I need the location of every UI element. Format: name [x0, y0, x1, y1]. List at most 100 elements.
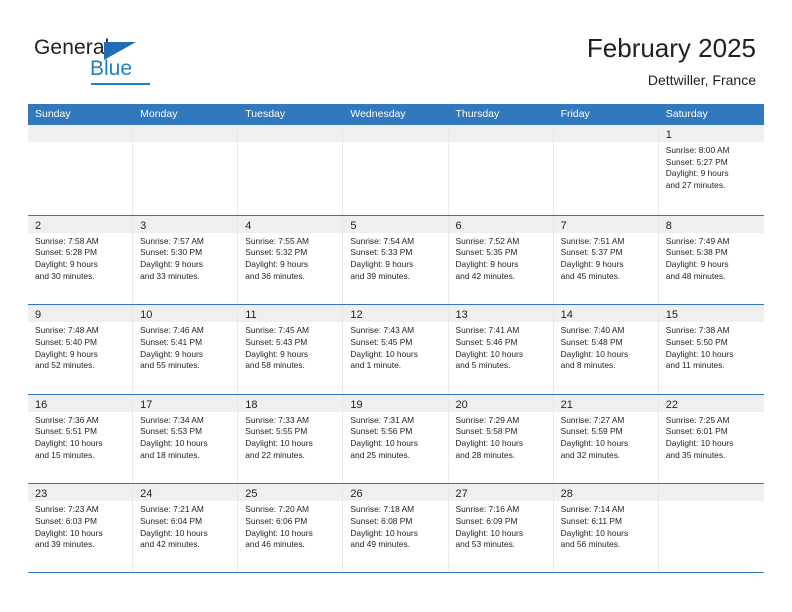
calendar-day-cell[interactable]: 16 Sunrise: 7:36 AM Sunset: 5:51 PM Dayligh…	[28, 394, 134, 484]
day-number-band	[343, 125, 448, 142]
calendar-day-cell[interactable]: 3 Sunrise: 7:57 AM Sunset: 5:30 PM Daylight…	[133, 215, 239, 305]
day-number-band: 7	[553, 215, 658, 233]
day-details: Sunrise: 7:51 AM Sunset: 5:37 PM Daylight:…	[554, 233, 658, 283]
day-detail-line: Sunset: 6:08 PM	[350, 516, 413, 527]
calendar-day-cell[interactable]: 27 Sunrise: 7:16 AM Sunset: 6:09 PM Dayligh…	[448, 484, 554, 572]
day-details: Sunrise: 7:45 AM Sunset: 5:43 PM Daylight:…	[238, 322, 342, 372]
calendar-day-cell[interactable]: 23 Sunrise: 7:23 AM Sunset: 6:03 PM Dayligh…	[28, 484, 134, 572]
day-detail-line: Sunset: 5:46 PM	[455, 336, 518, 347]
calendar-day-cell[interactable]: 6 Sunrise: 7:52 AM Sunset: 5:35 PM Daylight…	[448, 215, 554, 305]
calendar-day-cell[interactable]: 19 Sunrise: 7:31 AM Sunset: 5:56 PM Dayligh…	[343, 394, 449, 484]
calendar-day-cell[interactable]: 22 Sunrise: 7:25 AM Sunset: 6:01 PM Dayligh…	[658, 394, 764, 484]
calendar-day-cell[interactable]: 4 Sunrise: 7:55 AM Sunset: 5:32 PM Daylight…	[238, 215, 344, 305]
day-detail-line: Sunrise: 7:52 AM	[455, 235, 520, 246]
calendar-day-cell[interactable]: 11 Sunrise: 7:45 AM Sunset: 5:43 PM Dayligh…	[238, 305, 344, 394]
day-detail-line: Daylight: 9 hours	[665, 168, 729, 179]
page-header: General Blue February 2025 Dettwiller, F…	[0, 0, 792, 104]
day-detail-line: Sunrise: 7:29 AM	[455, 414, 520, 425]
weekday-header-wednesday: Wednesday	[350, 108, 406, 120]
day-detail-line: and 25 minutes.	[350, 449, 410, 460]
calendar-day-cell[interactable]: 24 Sunrise: 7:21 AM Sunset: 6:04 PM Dayligh…	[133, 484, 239, 572]
day-details	[554, 142, 658, 145]
weekday-header-monday: Monday	[140, 108, 178, 120]
day-number: 5	[350, 219, 357, 232]
day-detail-line: Sunrise: 7:49 AM	[665, 235, 730, 246]
calendar-day-cell[interactable]: 10 Sunrise: 7:46 AM Sunset: 5:41 PM Dayligh…	[133, 305, 239, 394]
day-detail-line: Sunset: 5:27 PM	[665, 156, 728, 167]
calendar-day-cell[interactable]: 17 Sunrise: 7:34 AM Sunset: 5:53 PM Dayligh…	[133, 394, 239, 484]
day-number-band: 6	[448, 215, 553, 233]
day-details: Sunrise: 7:54 AM Sunset: 5:33 PM Daylight:…	[343, 233, 447, 283]
calendar-day-cell[interactable]: 25 Sunrise: 7:20 AM Sunset: 6:06 PM Dayligh…	[238, 484, 344, 572]
day-detail-line: Sunrise: 7:46 AM	[140, 325, 204, 336]
day-detail-line: Daylight: 9 hours	[245, 348, 309, 359]
day-detail-line: Daylight: 10 hours	[665, 348, 734, 359]
day-detail-line: Daylight: 9 hours	[35, 259, 98, 269]
day-number-band: 24	[133, 484, 238, 502]
calendar-day-cell[interactable]: 7 Sunrise: 7:51 AM Sunset: 5:37 PM Daylight…	[553, 215, 659, 305]
day-number-band	[553, 125, 658, 142]
day-details: Sunrise: 7:16 AM Sunset: 6:09 PM Daylight:…	[449, 501, 553, 551]
logo-text-general: General	[34, 36, 110, 59]
day-detail-line: and 27 minutes.	[665, 180, 726, 191]
calendar-day-cell[interactable]: 21 Sunrise: 7:27 AM Sunset: 5:59 PM Dayligh…	[553, 394, 659, 484]
day-detail-line: Sunset: 6:09 PM	[455, 516, 518, 527]
calendar-day-cell-empty	[658, 484, 764, 572]
day-detail-line: Daylight: 9 hours	[140, 259, 203, 269]
calendar-grid: Sunday Monday Tuesday Wednesday Thursday…	[28, 104, 764, 573]
day-details: Sunrise: 7:25 AM Sunset: 6:01 PM Daylight:…	[659, 412, 764, 462]
day-details: Sunrise: 7:43 AM Sunset: 5:45 PM Daylight:…	[343, 322, 447, 372]
calendar-day-cell[interactable]: 28 Sunrise: 7:14 AM Sunset: 6:11 PM Dayligh…	[553, 484, 659, 572]
day-number-band: 5	[343, 215, 448, 233]
day-detail-line: and 55 minutes.	[140, 360, 200, 371]
day-detail-line: and 53 minutes.	[455, 539, 516, 550]
calendar-day-cell-empty	[343, 125, 449, 215]
day-detail-line: Sunrise: 7:45 AM	[245, 325, 310, 336]
calendar-day-cell[interactable]: 26 Sunrise: 7:18 AM Sunset: 6:08 PM Dayligh…	[343, 484, 449, 572]
calendar-day-cell[interactable]: 15 Sunrise: 7:38 AM Sunset: 5:50 PM Dayligh…	[658, 305, 764, 394]
day-number-band: 15	[658, 305, 764, 323]
calendar-day-cell[interactable]: 18 Sunrise: 7:33 AM Sunset: 5:55 PM Dayligh…	[238, 394, 344, 484]
calendar-day-cell[interactable]: 20 Sunrise: 7:29 AM Sunset: 5:58 PM Dayligh…	[448, 394, 554, 484]
generalblue-logo[interactable]: General Blue	[34, 36, 214, 92]
day-detail-line: and 8 minutes.	[560, 360, 616, 371]
day-detail-line: Daylight: 10 hours	[455, 527, 524, 538]
day-number-band: 3	[133, 215, 238, 233]
day-details: Sunrise: 7:57 AM Sunset: 5:30 PM Daylight:…	[133, 233, 237, 283]
day-detail-line: and 49 minutes.	[350, 539, 410, 550]
calendar-day-cell[interactable]: 5 Sunrise: 7:54 AM Sunset: 5:33 PM Daylight…	[343, 215, 449, 305]
day-number: 1	[665, 129, 672, 141]
day-detail-line: Daylight: 9 hours	[560, 259, 624, 269]
day-details	[659, 501, 764, 504]
calendar-day-cell[interactable]: 8 Sunrise: 7:49 AM Sunset: 5:38 PM Daylight…	[658, 215, 764, 305]
day-detail-line: Daylight: 10 hours	[560, 348, 629, 359]
calendar-day-cell[interactable]: 13 Sunrise: 7:41 AM Sunset: 5:46 PM Dayligh…	[448, 305, 554, 394]
day-number: 21	[560, 398, 573, 411]
day-detail-line: and 39 minutes.	[35, 539, 95, 550]
day-detail-line: Sunset: 5:50 PM	[665, 336, 728, 347]
day-detail-line: Sunrise: 7:21 AM	[140, 504, 204, 515]
calendar-day-cell[interactable]: 9 Sunrise: 7:48 AM Sunset: 5:40 PM Daylight…	[28, 305, 134, 394]
day-details: Sunrise: 7:55 AM Sunset: 5:32 PM Daylight:…	[238, 233, 342, 283]
day-number-band: 25	[238, 484, 343, 502]
day-number-band: 1	[658, 125, 764, 142]
day-details: Sunrise: 7:29 AM Sunset: 5:58 PM Daylight:…	[449, 412, 553, 462]
day-number: 9	[35, 309, 42, 322]
calendar-day-cell[interactable]: 14 Sunrise: 7:40 AM Sunset: 5:48 PM Dayligh…	[553, 305, 659, 394]
day-number-band	[28, 125, 133, 142]
day-detail-line: Sunrise: 7:31 AM	[350, 414, 415, 425]
day-number-band	[133, 125, 238, 142]
day-detail-line: Daylight: 10 hours	[140, 527, 208, 538]
day-detail-line: Sunrise: 7:55 AM	[245, 235, 310, 246]
day-details: Sunrise: 7:48 AM Sunset: 5:40 PM Daylight:…	[28, 322, 132, 372]
calendar-day-cell[interactable]: 12 Sunrise: 7:43 AM Sunset: 5:45 PM Dayligh…	[343, 305, 449, 394]
day-detail-line: Sunrise: 7:40 AM	[560, 325, 625, 336]
calendar-day-cell[interactable]: 1 Sunrise: 8:00 AM Sunset: 5:27 PM Daylight…	[658, 125, 764, 215]
day-detail-line: Sunrise: 7:36 AM	[35, 414, 99, 425]
weekday-header-tuesday: Tuesday	[245, 108, 286, 120]
day-number-band: 26	[343, 484, 448, 502]
day-detail-line: Sunrise: 7:20 AM	[245, 504, 310, 515]
calendar-day-cell[interactable]: 2 Sunrise: 7:58 AM Sunset: 5:28 PM Daylight…	[28, 215, 134, 305]
day-number: 26	[350, 488, 363, 501]
day-number: 4	[245, 219, 252, 232]
